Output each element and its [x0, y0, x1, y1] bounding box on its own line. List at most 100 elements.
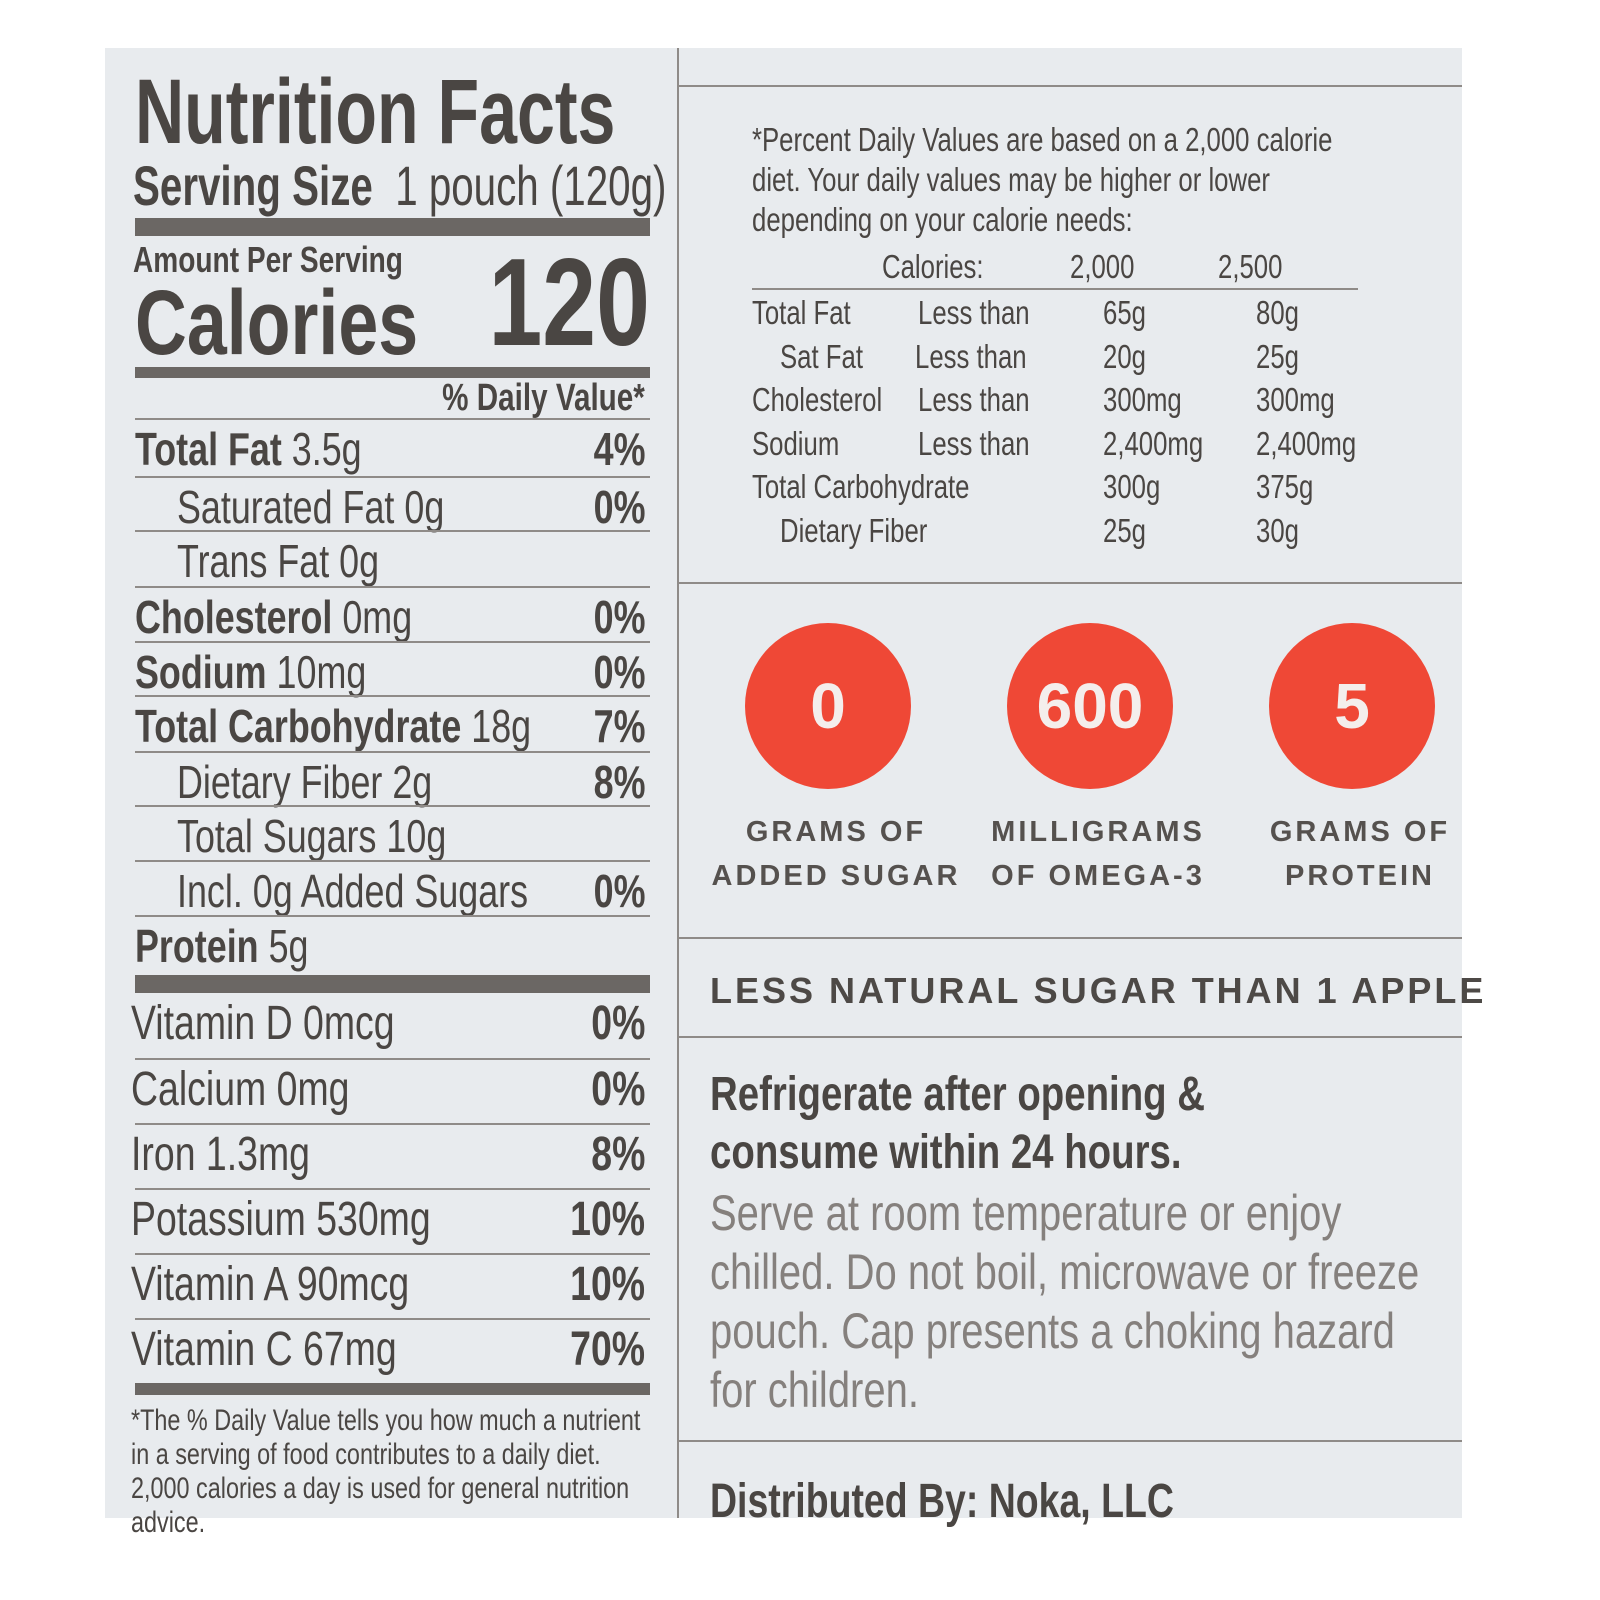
nutrient-label: Total Fat 3.5g: [135, 422, 362, 476]
nutrient-name: Trans Fat: [177, 535, 330, 587]
table-cell: 25g: [1256, 338, 1311, 376]
nutrient-amount: 0mg: [342, 591, 413, 643]
vitamin-name: Potassium: [131, 1193, 306, 1246]
row-rule: [135, 586, 650, 588]
nutrient-amount: 0g: [404, 481, 445, 533]
table-cell: Total Carbohydrate: [752, 468, 1031, 506]
cell-text: 300mg: [1103, 381, 1182, 418]
vitamin-label: Potassium 530mg: [131, 1192, 431, 1247]
nutrient-name: Cholesterol: [135, 591, 333, 643]
table-cell: 65g: [1103, 294, 1158, 332]
cell-text: 2,400mg: [1256, 424, 1357, 462]
nutrient-name: Total Carbohydrate: [135, 700, 462, 752]
vitamin-amount: 90mcg: [296, 1258, 410, 1311]
table-cell: 20g: [1103, 338, 1158, 376]
vitamin-dv: 0%: [590, 1063, 645, 1116]
highlight-circle: 5: [1269, 623, 1435, 789]
amount-per-serving-text: Amount Per Serving: [133, 239, 403, 280]
highlight-circle: 0: [745, 623, 911, 789]
vitamin-label: Vitamin C 67mg: [131, 1322, 397, 1377]
vitamin-amount: 0mcg: [303, 997, 395, 1050]
cell-text: Sodium: [752, 424, 840, 462]
vitamin-label: Calcium 0mg: [131, 1062, 349, 1117]
vitamin-dv: 0%: [590, 997, 645, 1050]
cell-text: Less than: [918, 294, 1030, 331]
label-panel: [105, 48, 1462, 1518]
vitamin-row: Vitamin D 0mcg 0%: [131, 996, 645, 1051]
cell-text: 300mg: [1256, 381, 1335, 418]
nutrient-row: Trans Fat 0g: [135, 534, 645, 589]
row-rule: [135, 1058, 650, 1060]
table-cell: Total Fat: [752, 294, 879, 332]
daily-value-header-text: % Daily Value*: [442, 377, 645, 419]
storage-text-line: chilled. Do not boil, microwave or freez…: [710, 1244, 1420, 1300]
nutrient-label: Total Sugars 10g: [177, 809, 446, 863]
caption-line-2: ADDED SUGAR: [711, 860, 961, 892]
nutrient-name: Total Fat: [135, 423, 282, 475]
highlight-value: 5: [1334, 670, 1370, 742]
cell-text: 25g: [1103, 511, 1146, 549]
cell-text: Total Fat: [752, 294, 851, 331]
storage-text-line: pouch. Cap presents a choking hazard: [710, 1303, 1395, 1359]
cell-text: Dietary Fiber: [780, 511, 928, 549]
header-text: 2,500: [1218, 248, 1283, 285]
nutrient-name: Sodium: [135, 646, 267, 698]
highlight-value: 600: [1036, 670, 1144, 742]
cell-text: 375g: [1256, 468, 1314, 505]
nutrient-label: Protein 5g: [135, 919, 308, 973]
nutrient-dv: 8%: [593, 756, 645, 808]
divider: [679, 1440, 1462, 1442]
row-rule: [135, 860, 650, 862]
nutrient-name: Protein: [135, 920, 259, 972]
header-text: Calories:: [882, 248, 984, 285]
row-rule: [135, 1318, 650, 1320]
vitamin-amount: 530mg: [316, 1193, 431, 1246]
nutrient-row: Total Carbohydrate 18g 7%: [135, 699, 645, 754]
row-rule: [135, 418, 650, 420]
nutrient-name: Incl. 0g Added Sugars: [177, 865, 529, 917]
table-cell: Sodium: [752, 425, 864, 463]
row-rule: [135, 751, 650, 753]
row-rule: [135, 805, 650, 807]
vitamin-row: Potassium 530mg 10%: [131, 1192, 645, 1247]
medium-rule: [135, 1383, 650, 1395]
vitamin-amount: 0mg: [276, 1063, 350, 1116]
highlight-value: 0: [810, 670, 846, 742]
storage-text-line: Serve at room temperature or enjoy: [710, 1185, 1342, 1241]
nutrient-label: Sodium 10mg: [135, 645, 366, 699]
cell-text: Sat Fat: [780, 337, 863, 375]
cell-text: 300g: [1103, 468, 1161, 505]
divider: [679, 582, 1462, 584]
daily-value-header: % Daily Value*: [385, 378, 645, 418]
vitamin-amount: 1.3mg: [205, 1128, 310, 1181]
calories-label: Calories: [135, 272, 498, 374]
vitamin-name: Vitamin D: [131, 997, 293, 1050]
serving-size-label: Serving Size: [133, 154, 373, 217]
nutrient-amount: 10mg: [276, 646, 367, 698]
cell-text: 65g: [1103, 294, 1146, 331]
vitamin-label: Vitamin A 90mcg: [131, 1257, 409, 1312]
daily-values-intro: *Percent Daily Values are based on a 2,0…: [752, 121, 1333, 238]
nutrient-label: Saturated Fat 0g: [177, 480, 444, 534]
nutrition-facts-title: Nutrition Facts: [135, 66, 784, 158]
cell-text: Less than: [915, 337, 1027, 375]
nutrient-name: Dietary Fiber: [177, 756, 383, 808]
calories-label-text: Calories: [135, 272, 419, 374]
table-cell: 2,400mg: [1103, 425, 1231, 463]
storage-line-2: consume within 24 hours.: [710, 1126, 1182, 1179]
caption-line-2: OF OMEGA-3: [991, 860, 1205, 892]
storage-bold: Refrigerate after opening & consume withi…: [710, 1066, 1329, 1182]
vitamin-name: Vitamin C: [131, 1323, 293, 1376]
nutrient-name: Saturated Fat: [177, 481, 395, 533]
table-cell: 30g: [1256, 512, 1311, 550]
highlight-caption: GRAMS OF PROTEIN: [1230, 810, 1490, 898]
divider: [679, 1036, 1462, 1038]
table-cell: Sat Fat: [780, 338, 886, 376]
row-rule: [135, 476, 650, 478]
distributor: Distributed By: Noka, LLC: [710, 1474, 1305, 1529]
table-cell: 375g: [1256, 468, 1329, 506]
row-rule: [135, 641, 650, 643]
cell-text: 20g: [1103, 337, 1146, 375]
row-rule: [135, 1123, 650, 1125]
vitamin-label: Vitamin D 0mcg: [131, 996, 395, 1051]
